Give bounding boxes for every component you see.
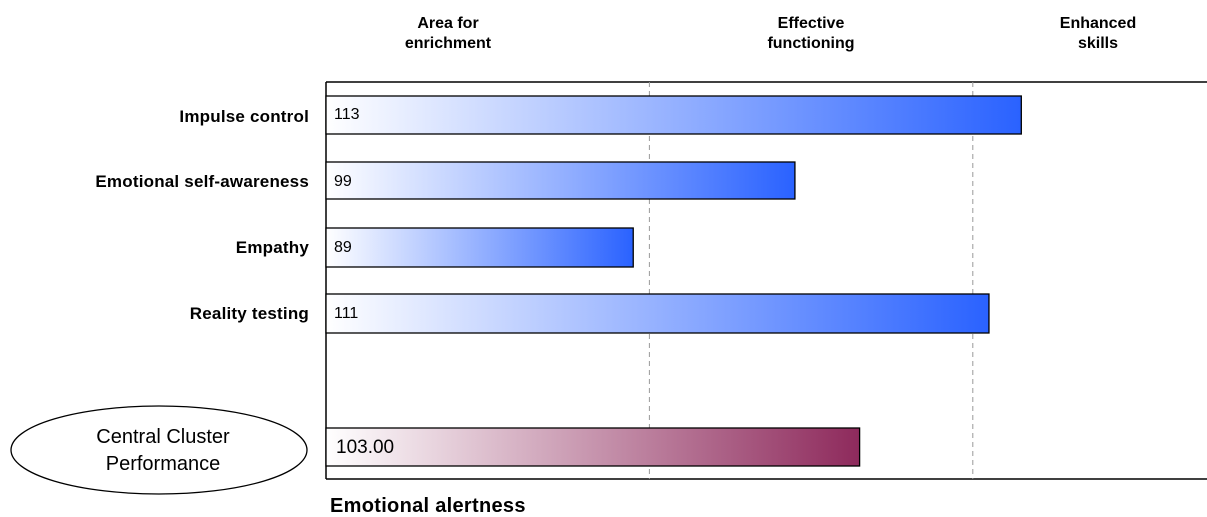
value-labels: 113 99 89 111 [334, 106, 360, 322]
cluster-label-line1: Central Cluster [96, 426, 230, 448]
category-label-impulse-control: Impulse control [179, 107, 309, 126]
category-label-reality-testing: Reality testing [190, 304, 309, 323]
cluster-ellipse [10, 405, 308, 495]
value-label-reality-testing: 111 [334, 305, 358, 322]
bar-empathy [325, 227, 634, 268]
bars [325, 95, 1022, 334]
bar-impulse-control [325, 95, 1022, 135]
zone-label-enrichment-line2: enrichment [405, 35, 492, 52]
value-label-impulse-control: 113 [334, 106, 360, 123]
summary-value-label: 103.00 [336, 437, 394, 458]
category-labels: Impulse control Emotional self-awareness… [95, 107, 309, 323]
plot-frame [325, 81, 1207, 480]
bar-reality-testing [325, 293, 990, 334]
category-label-empathy: Empathy [236, 238, 310, 257]
zone-label-enrichment-line1: Area for [417, 15, 478, 32]
summary-bar [325, 427, 861, 467]
zone-label-effective-line2: functioning [767, 35, 854, 52]
value-label-empathy: 89 [334, 239, 352, 256]
bar-emotional-self-awareness [325, 161, 796, 200]
zone-label-enhanced-line2: skills [1078, 35, 1118, 52]
cluster-summary: Central Cluster Performance 103.00 [10, 405, 861, 495]
zone-label-enhanced-line1: Enhanced [1060, 15, 1136, 32]
zone-headers: Area for enrichment Effective functionin… [405, 15, 1136, 52]
category-label-emotional-self-awareness: Emotional self-awareness [95, 172, 309, 191]
zone-label-effective-line1: Effective [778, 15, 845, 32]
footer-label: Emotional alertness [330, 495, 526, 517]
cluster-label-line2: Performance [106, 453, 221, 475]
value-label-emotional-self-awareness: 99 [334, 173, 352, 190]
